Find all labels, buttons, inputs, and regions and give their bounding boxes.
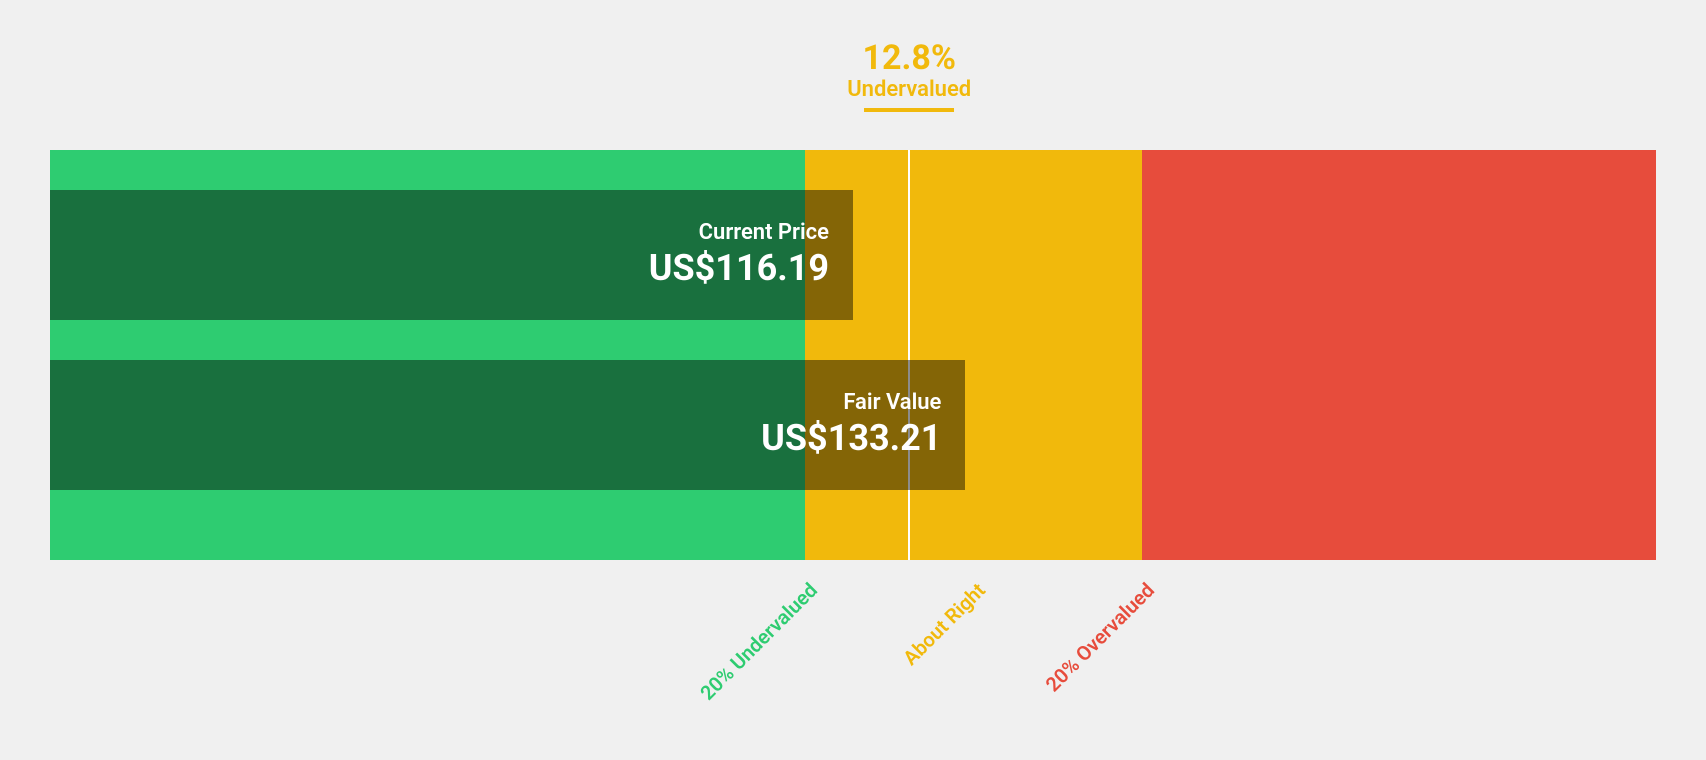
fair-value-label: Fair Value bbox=[50, 390, 941, 416]
zone-overvalued bbox=[1142, 150, 1656, 560]
callout-underline bbox=[864, 108, 954, 112]
axis-label-overvalued: 20% Overvalued bbox=[1041, 578, 1159, 696]
current-price-label: Current Price bbox=[50, 220, 829, 246]
axis-label-about-right: About Right bbox=[899, 578, 991, 670]
callout-subtext: Undervalued bbox=[847, 77, 971, 102]
current-price-value: US$116.19 bbox=[50, 247, 829, 290]
fair-value-value: US$133.21 bbox=[50, 417, 941, 460]
axis-label-undervalued: 20% Undervalued bbox=[695, 578, 822, 705]
zone-about-right bbox=[805, 150, 1142, 560]
callout-percent: 12.8% bbox=[847, 40, 971, 77]
fair-value-bar: Fair Value US$133.21 bbox=[50, 360, 965, 490]
valuation-callout: 12.8% Undervalued bbox=[847, 40, 971, 112]
current-price-bar: Current Price US$116.19 bbox=[50, 190, 853, 320]
callout-line bbox=[908, 150, 910, 560]
valuation-chart: Current Price US$116.19 Fair Value US$13… bbox=[50, 150, 1656, 560]
